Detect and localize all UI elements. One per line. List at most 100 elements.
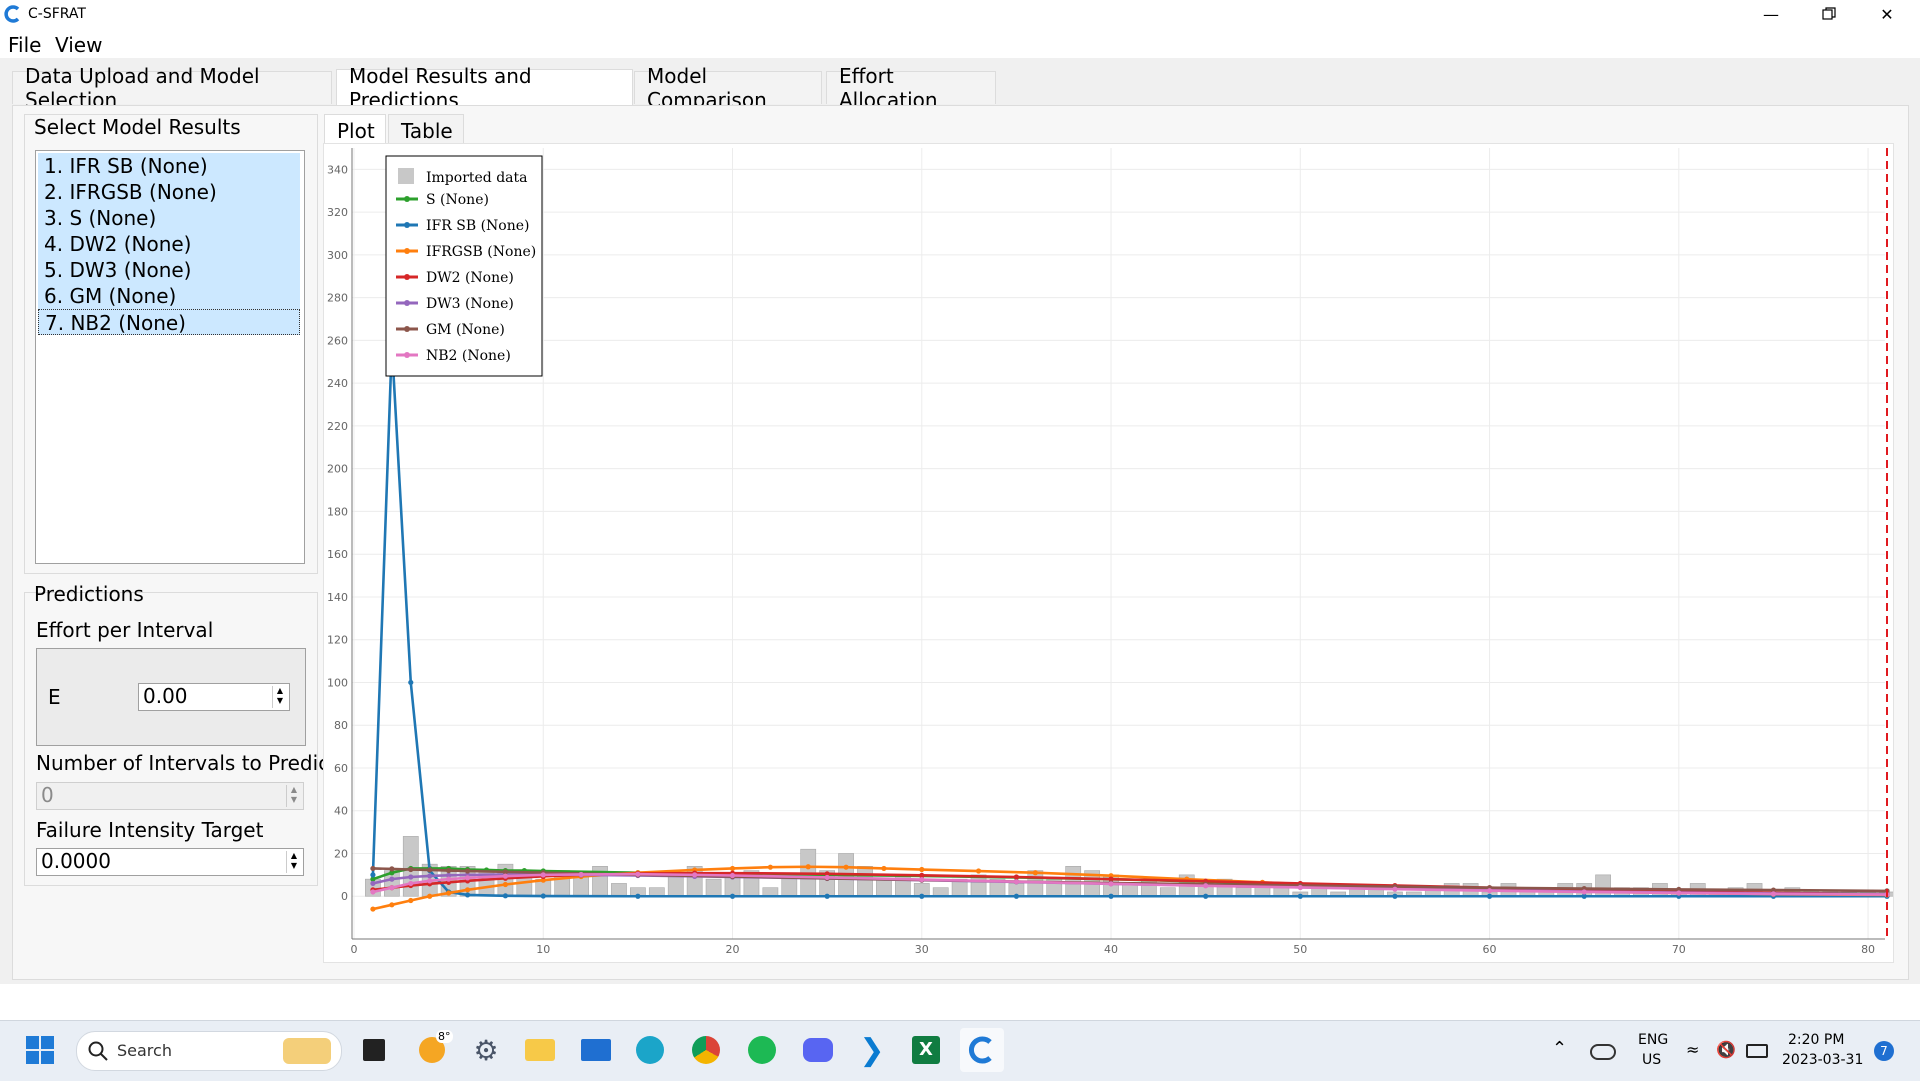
spin-arrows-icon[interactable]: ▲ ▼ <box>272 686 287 708</box>
series-line <box>372 872 1888 896</box>
menu-view[interactable]: View <box>55 33 103 57</box>
discord-button[interactable] <box>800 1032 836 1068</box>
volume-muted-icon[interactable]: 🔇 <box>1716 1040 1736 1059</box>
taskbar-search[interactable]: Search <box>76 1031 342 1071</box>
series-point <box>446 867 452 874</box>
minimize-button[interactable]: — <box>1742 0 1800 28</box>
list-item[interactable]: 3. S (None) <box>38 205 300 231</box>
effort-e-field[interactable]: 0.00 ▲ ▼ <box>138 683 290 711</box>
series-point <box>692 872 698 878</box>
excel-button[interactable]: X <box>908 1032 944 1068</box>
close-button[interactable]: ✕ <box>1858 0 1916 28</box>
tab-plot[interactable]: Plot <box>324 114 386 146</box>
chrome-button[interactable] <box>688 1032 724 1068</box>
data-bar <box>705 878 722 897</box>
effort-e-value: 0.00 <box>143 684 188 708</box>
lang-bottom[interactable]: US <box>1642 1052 1662 1068</box>
tab-model-comparison[interactable]: Model Comparison <box>634 64 822 112</box>
title-bar: C-SFRAT — ✕ <box>0 0 1920 28</box>
start-icon <box>26 1036 54 1064</box>
model-results-list[interactable]: 1. IFR SB (None) 2. IFRGSB (None) 3. S (… <box>35 150 305 564</box>
start-button[interactable] <box>22 1032 58 1068</box>
legend-label: IFR SB (None) <box>426 218 529 234</box>
series-point <box>635 871 641 877</box>
data-bar <box>876 878 892 897</box>
tray-chevron-icon[interactable]: ⌃ <box>1552 1038 1568 1059</box>
series-point <box>729 893 736 899</box>
series-point <box>1108 881 1114 887</box>
data-bar <box>611 883 627 897</box>
tab-table[interactable]: Table <box>388 114 464 146</box>
legend-swatch-point <box>404 300 410 306</box>
list-item[interactable]: 6. GM (None) <box>38 283 300 309</box>
battery-icon[interactable] <box>1746 1044 1768 1058</box>
intensity-label: Failure Intensity Target <box>36 818 264 842</box>
series-point <box>1032 870 1038 876</box>
series-point <box>919 866 925 873</box>
series-point <box>1013 893 1020 899</box>
y-tick-label: 140 <box>327 591 348 604</box>
series-point <box>408 897 414 904</box>
mail-button[interactable] <box>578 1032 614 1068</box>
clock-time[interactable]: 2:20 PM <box>1788 1032 1845 1048</box>
restore-button[interactable] <box>1800 0 1858 28</box>
list-item[interactable]: 4. DW2 (None) <box>38 231 300 257</box>
close-icon: ✕ <box>1880 4 1894 24</box>
series-point <box>408 880 414 887</box>
onedrive-icon[interactable] <box>1590 1044 1616 1060</box>
legend-label: DW3 (None) <box>426 296 514 312</box>
y-tick-label: 220 <box>327 420 348 433</box>
series-point <box>370 865 376 872</box>
effort-label: Effort per Interval <box>36 618 214 642</box>
legend-label: IFRGSB (None) <box>426 244 536 260</box>
intervals-label: Number of Intervals to Predict <box>36 751 338 775</box>
intensity-field[interactable]: 0.0000 ▲ ▼ <box>36 848 304 876</box>
spin-arrows-icon[interactable]: ▲ ▼ <box>286 785 301 807</box>
plot-area: 0 10 20 30 40 50 60 70 80 0 20 40 60 80 100 120 140 160 18… <box>323 143 1894 963</box>
tab-model-results[interactable]: Model Results and Predictions <box>336 64 633 112</box>
legend-swatch-point <box>404 196 410 202</box>
series-point <box>408 679 414 686</box>
list-item[interactable]: 7. NB2 (None) <box>38 309 300 335</box>
file-explorer-button[interactable] <box>522 1032 558 1068</box>
series-point <box>919 893 925 899</box>
tab-effort-allocation[interactable]: Effort Allocation <box>826 64 996 112</box>
c-sfrat-button[interactable] <box>960 1028 1004 1072</box>
y-tick-label: 160 <box>327 548 348 561</box>
series-point <box>1486 893 1493 899</box>
series-point <box>502 893 509 899</box>
series-point <box>1392 893 1398 899</box>
menu-file[interactable]: File <box>8 33 42 57</box>
settings-button[interactable]: ⚙ <box>468 1032 504 1068</box>
series-point <box>1013 874 1020 880</box>
spotify-icon <box>748 1036 776 1064</box>
y-tick-label: 80 <box>334 719 348 732</box>
list-item[interactable]: 1. IFR SB (None) <box>38 153 300 179</box>
legend-swatch-point <box>404 274 410 280</box>
intervals-field[interactable]: 0 ▲ ▼ <box>36 782 304 810</box>
list-item[interactable]: 2. IFRGSB (None) <box>38 179 300 205</box>
x-tick-label: 30 <box>915 943 929 956</box>
intensity-value: 0.0000 <box>41 849 111 873</box>
spin-arrows-icon[interactable]: ▲ ▼ <box>286 851 301 873</box>
edge-button[interactable] <box>632 1032 668 1068</box>
legend-box <box>385 155 543 377</box>
chart[interactable]: 0 10 20 30 40 50 60 70 80 0 20 40 60 80 100 120 140 160 18… <box>324 144 1893 962</box>
lang-top[interactable]: ENG <box>1638 1032 1669 1048</box>
app-logo-icon <box>4 5 20 23</box>
x-tick-label: 60 <box>1483 943 1497 956</box>
series-point <box>502 869 509 875</box>
mail-icon <box>581 1039 611 1061</box>
list-item[interactable]: 5. DW3 (None) <box>38 257 300 283</box>
spotify-button[interactable] <box>744 1032 780 1068</box>
wifi-icon[interactable]: ≈ <box>1686 1040 1700 1059</box>
window-title: C-SFRAT <box>28 6 86 22</box>
tab-data-upload[interactable]: Data Upload and Model Selection <box>12 64 332 112</box>
vscode-button[interactable]: ❯ <box>854 1032 890 1068</box>
clock-date[interactable]: 2023-03-31 <box>1782 1052 1864 1068</box>
select-model-group <box>24 114 318 574</box>
notification-badge[interactable]: 7 <box>1874 1041 1894 1061</box>
task-view-button[interactable] <box>356 1032 392 1068</box>
weather-button[interactable]: 8° <box>414 1030 453 1068</box>
series-point <box>464 892 471 898</box>
